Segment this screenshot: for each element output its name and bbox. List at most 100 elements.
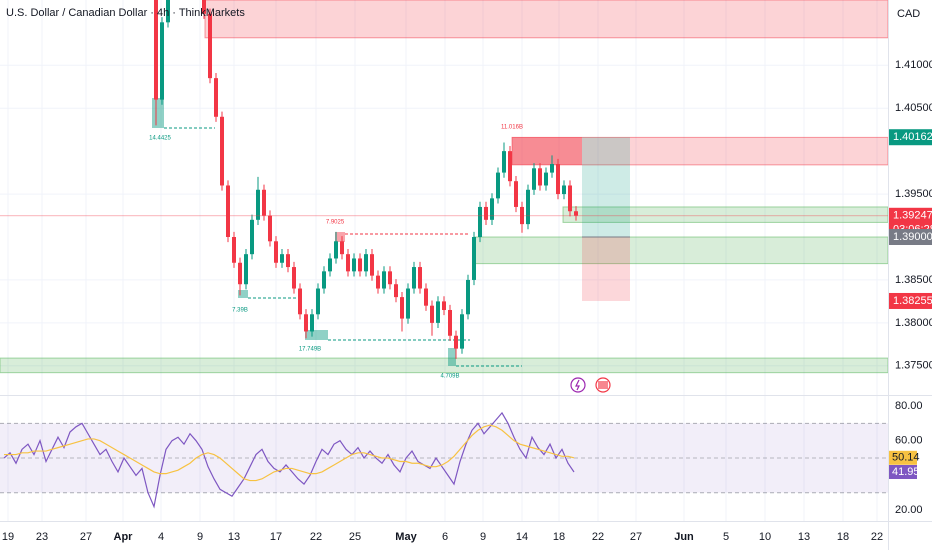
x-tick-label: 27 — [80, 531, 92, 543]
price-label: 1.39247 — [893, 210, 932, 222]
candle-body — [214, 78, 218, 117]
candle-body — [514, 181, 518, 207]
candle-body — [466, 279, 470, 315]
candle-body — [562, 185, 566, 195]
x-tick-label: Apr — [114, 531, 134, 543]
candle-body — [370, 254, 374, 276]
candle-body — [460, 314, 464, 349]
currency-label: CAD — [897, 8, 920, 20]
y-tick-label: 1.41000 — [895, 59, 932, 71]
candle-body — [496, 172, 500, 199]
candle-body — [238, 262, 242, 285]
candle-body — [436, 301, 440, 323]
x-tick-label: 9 — [480, 531, 486, 543]
rsi-pane — [0, 411, 888, 509]
zone — [204, 0, 888, 39]
candle-body — [508, 151, 512, 182]
zone — [0, 357, 888, 374]
candle-body — [472, 237, 476, 280]
candle-body — [400, 297, 404, 319]
zone — [474, 236, 888, 265]
candle-body — [424, 288, 428, 306]
y-tick-label: 1.38000 — [895, 317, 932, 329]
y-tick-label: 1.38500 — [895, 274, 932, 286]
x-tick-label: 18 — [837, 531, 849, 543]
candle-body — [292, 267, 296, 289]
y-tick-label: 1.40500 — [895, 102, 932, 114]
zone — [562, 206, 888, 223]
candle-body — [286, 254, 290, 268]
order-block — [448, 348, 456, 366]
candle-body — [448, 309, 452, 336]
candle-body — [364, 254, 368, 272]
candle-body — [340, 241, 344, 255]
x-tick-label: 18 — [553, 531, 565, 543]
rsi-tick-label: 60.00 — [895, 435, 923, 447]
order-block — [335, 232, 345, 242]
candle-body — [442, 301, 446, 310]
candle-body — [250, 219, 254, 255]
price-label-bg — [889, 129, 932, 146]
candle-body — [256, 189, 260, 220]
price-label: 1.38255 — [893, 295, 932, 307]
rsi-value-label: 50.14 — [892, 452, 920, 464]
position-target — [582, 137, 630, 237]
candle-body — [244, 254, 248, 285]
event-icon[interactable] — [570, 377, 586, 393]
candle-body — [490, 198, 494, 220]
candle-body — [328, 258, 332, 272]
candle-body — [304, 314, 308, 332]
x-tick-label: 14 — [516, 531, 528, 543]
x-tick-label: 13 — [798, 531, 810, 543]
candle-body — [388, 271, 392, 285]
price-pane: 14.4425 7.39B 7.9025 17.749B 4.709B 11.016B — [0, 0, 888, 380]
x-tick-label: 27 — [630, 531, 642, 543]
candle-body — [316, 288, 320, 315]
candle-body — [502, 151, 506, 173]
chart-title: U.S. Dollar / Canadian Dollar · 4h · Thi… — [6, 7, 245, 19]
x-tick-label: 13 — [228, 531, 240, 543]
rsi-tick-label: 80.00 — [895, 400, 923, 412]
candle-body — [352, 258, 356, 272]
x-tick-label: 19 — [2, 531, 14, 543]
candle-body — [556, 164, 560, 195]
candle-body — [538, 168, 542, 186]
candle-body — [310, 314, 314, 332]
x-tick-label: 22 — [592, 531, 604, 543]
candle-body — [226, 185, 230, 237]
candle-body — [412, 267, 416, 289]
candle-body — [160, 22, 164, 100]
annotation: 7.39B — [232, 308, 248, 314]
rsi-line — [4, 424, 575, 482]
candle-body — [394, 284, 398, 298]
candle-body — [322, 271, 326, 289]
candle-body — [526, 189, 530, 225]
candle-body — [544, 172, 548, 186]
event-icon-glyph — [575, 379, 580, 391]
candle-body — [208, 13, 212, 79]
event-icons[interactable] — [570, 377, 611, 393]
candle-body — [232, 237, 236, 263]
annotation: 7.9025 — [326, 220, 345, 226]
order-block — [512, 137, 582, 165]
y-tick-label: 1.39500 — [895, 188, 932, 200]
annotation: 17.749B — [299, 347, 321, 353]
x-tick-label: 10 — [759, 531, 771, 543]
order-block — [238, 290, 248, 298]
x-tick-label: 25 — [349, 531, 361, 543]
order-block — [305, 330, 328, 340]
x-tick-label: 22 — [871, 531, 883, 543]
candle-body — [274, 241, 278, 263]
annotation: 4.709B — [440, 374, 459, 380]
position-stop — [582, 237, 630, 301]
price-label: 1.40162 — [893, 131, 932, 143]
price-label: 1.39000 — [893, 231, 932, 243]
candle-body — [418, 267, 422, 289]
candle-body — [154, 0, 158, 100]
x-tick-label: 5 — [723, 531, 729, 543]
candle-body — [262, 189, 266, 216]
candle-body — [430, 305, 434, 323]
rsi-value-label: 41.95 — [892, 466, 920, 478]
candle-body — [346, 254, 350, 272]
